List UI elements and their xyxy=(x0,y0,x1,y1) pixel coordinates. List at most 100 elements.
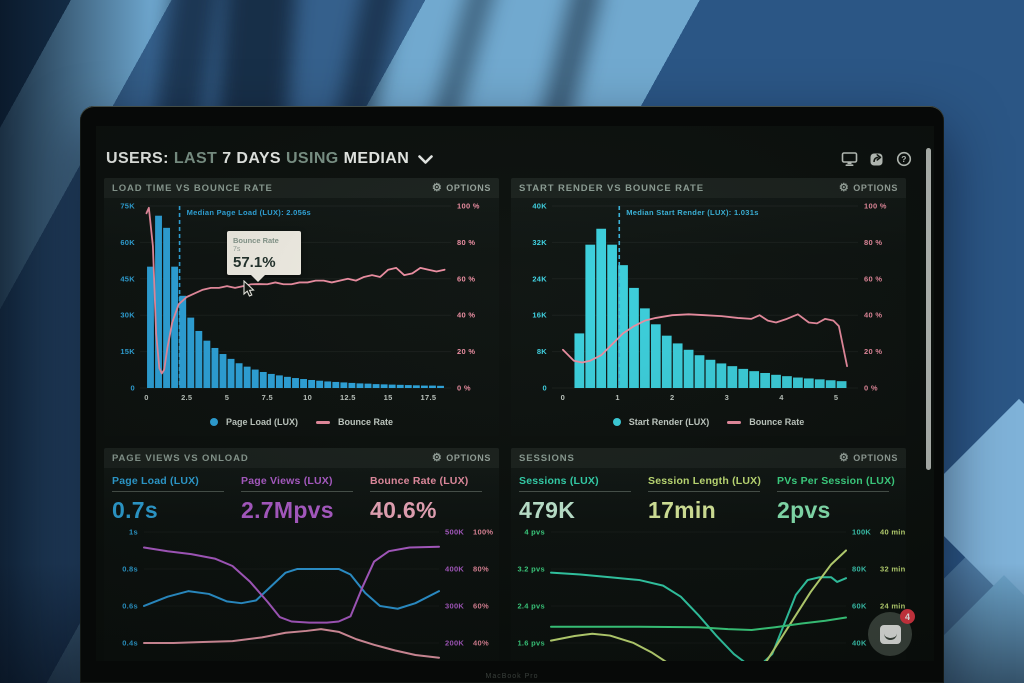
legend-line xyxy=(727,420,742,424)
chat-bubble-button[interactable]: 4 xyxy=(868,609,915,656)
panel-title: PAGE VIEWS VS ONLOAD xyxy=(112,452,249,464)
svg-text:17.5: 17.5 xyxy=(421,393,437,402)
svg-text:60 %: 60 % xyxy=(864,274,882,283)
metric-underline xyxy=(241,491,353,492)
start-render-chart: 40K 32K 24K 16K 8K 0 100 % 80 % 60 % 40 % 20 % 0 % 0… xyxy=(532,202,886,403)
panel-start-render: START RENDER VS BOUNCE RATE ⚙ OPTIONS 40… xyxy=(511,178,906,436)
panel-load-time: LOAD TIME VS BOUNCE RATE ⚙ OPTIONS 75K 60… xyxy=(104,178,499,436)
svg-text:1s: 1s xyxy=(129,527,138,536)
svg-text:0.8s: 0.8s xyxy=(122,564,138,573)
svg-text:300K: 300K xyxy=(445,601,464,610)
chevron-down-icon[interactable] xyxy=(418,155,433,165)
legend-dot xyxy=(612,418,621,426)
gear-icon: ⚙ xyxy=(431,181,443,194)
chart-legend: Start Render (LUX) Bounce Rate xyxy=(511,417,906,427)
svg-text:40K: 40K xyxy=(852,638,867,647)
chart-tooltip: Bounce Rate 7s 57.1% xyxy=(227,231,301,282)
svg-text:20 %: 20 % xyxy=(457,347,475,356)
svg-text:80 %: 80 % xyxy=(864,238,882,247)
metric-page-load: Page Load (LUX) 0.7s xyxy=(112,475,231,524)
metric-underline xyxy=(370,491,482,492)
svg-text:100%: 100% xyxy=(473,527,493,536)
svg-text:75K: 75K xyxy=(120,202,135,211)
header-toolbar: ? xyxy=(841,151,912,168)
title-users: USERS: xyxy=(106,150,169,167)
svg-text:80K: 80K xyxy=(852,564,867,573)
sessions-chart: 4 pvs 100K 40 min 3.2 pvs 80K 32 min 2.4 pvs 60… xyxy=(517,527,906,661)
gear-icon: ⚙ xyxy=(431,451,443,464)
tooltip-arrow xyxy=(251,275,265,282)
share-icon[interactable] xyxy=(868,151,885,168)
svg-text:2.4 pvs: 2.4 pvs xyxy=(517,601,545,610)
options-button[interactable]: ⚙ OPTIONS xyxy=(838,451,898,464)
svg-text:5: 5 xyxy=(225,393,229,402)
title-last: LAST xyxy=(173,150,218,167)
svg-text:4 pvs: 4 pvs xyxy=(524,527,545,536)
options-button[interactable]: ⚙ OPTIONS xyxy=(838,181,898,194)
svg-text:60 %: 60 % xyxy=(457,274,475,283)
dashboard-screen: USERS: LAST 7 DAYS USING MEDIAN xyxy=(96,126,934,661)
options-button[interactable]: ⚙ OPTIONS xyxy=(431,451,491,464)
svg-text:1.6 pvs: 1.6 pvs xyxy=(517,638,545,647)
metric-underline xyxy=(519,491,631,492)
svg-text:Median Page Load (LUX): 2.056s: Median Page Load (LUX): 2.056s xyxy=(187,208,311,217)
metric-underline xyxy=(648,491,760,492)
laptop-brand-label: MacBook Pro xyxy=(485,673,539,680)
page-views-chart: 1s 500K 100% 0.8s 400K 80% 0.6s 300K 60% 0.4s 200K… xyxy=(122,527,493,659)
svg-text:3.2 pvs: 3.2 pvs xyxy=(517,564,545,573)
svg-text:0.4s: 0.4s xyxy=(122,638,138,647)
svg-text:60K: 60K xyxy=(852,601,867,610)
svg-text:80%: 80% xyxy=(473,564,489,573)
help-icon[interactable]: ? xyxy=(895,151,912,168)
scrollbar[interactable] xyxy=(926,148,931,470)
panel-page-views: PAGE VIEWS VS ONLOAD ⚙ OPTIONS Page Load… xyxy=(104,448,499,661)
svg-text:2.5: 2.5 xyxy=(181,393,192,402)
monitor-icon[interactable] xyxy=(841,151,858,168)
legend-dot xyxy=(209,418,218,426)
svg-text:30K: 30K xyxy=(120,311,135,320)
metric-bounce-rate: Bounce Rate (LUX) 40.6% xyxy=(370,475,489,524)
panel-title: LOAD TIME VS BOUNCE RATE xyxy=(112,182,273,194)
svg-text:40 %: 40 % xyxy=(864,311,882,320)
metrics-row: Page Load (LUX) 0.7s Page Views (LUX) 2.… xyxy=(104,468,499,526)
options-button[interactable]: ⚙ OPTIONS xyxy=(431,181,491,194)
metric-pvs-per-session: PVs Per Session (LUX) 2pvs xyxy=(777,475,895,523)
panel-title: SESSIONS xyxy=(519,452,575,464)
svg-text:Median Start Render (LUX): 1.0: Median Start Render (LUX): 1.031s xyxy=(626,208,758,217)
svg-text:32 min: 32 min xyxy=(880,564,906,573)
panel-header: PAGE VIEWS VS ONLOAD ⚙ OPTIONS xyxy=(104,448,499,468)
svg-text:15K: 15K xyxy=(120,347,135,356)
panel-header: START RENDER VS BOUNCE RATE ⚙ OPTIONS xyxy=(511,178,906,198)
title-median: MEDIAN xyxy=(343,150,410,167)
svg-text:80 %: 80 % xyxy=(457,238,475,247)
svg-text:5: 5 xyxy=(834,393,838,402)
svg-text:7.5: 7.5 xyxy=(262,393,273,402)
svg-text:24 min: 24 min xyxy=(880,601,906,610)
svg-text:40%: 40% xyxy=(473,638,489,647)
svg-text:0 %: 0 % xyxy=(864,384,878,393)
legend-line xyxy=(316,420,330,424)
svg-text:0 %: 0 % xyxy=(457,384,471,393)
panel-grid: LOAD TIME VS BOUNCE RATE ⚙ OPTIONS 75K 60… xyxy=(104,178,906,661)
svg-text:8K: 8K xyxy=(537,347,547,356)
panel-header: SESSIONS ⚙ OPTIONS xyxy=(511,448,906,468)
notification-badge: 4 xyxy=(900,609,915,624)
svg-text:40 min: 40 min xyxy=(880,527,906,536)
load-time-chart: 75K 60K 45K 30K 15K 0 100 % 80 % 60 % 40 % 20 % 0 %… xyxy=(120,202,480,403)
svg-text:400K: 400K xyxy=(445,564,464,573)
svg-text:200K: 200K xyxy=(445,638,464,647)
title-7days: 7 DAYS xyxy=(222,150,281,167)
chart-legend: Page Load (LUX) Bounce Rate xyxy=(104,417,499,427)
svg-text:100 %: 100 % xyxy=(457,202,480,211)
svg-text:15: 15 xyxy=(384,393,393,402)
svg-text:500K: 500K xyxy=(445,527,464,536)
svg-text:12.5: 12.5 xyxy=(340,393,356,402)
svg-text:0.6s: 0.6s xyxy=(122,601,138,610)
page-title[interactable]: USERS: LAST 7 DAYS USING MEDIAN xyxy=(106,150,433,168)
metric-underline xyxy=(777,491,889,492)
svg-text:40K: 40K xyxy=(532,202,547,211)
svg-text:4: 4 xyxy=(779,393,784,402)
laptop: USERS: LAST 7 DAYS USING MEDIAN xyxy=(80,106,944,683)
svg-text:16K: 16K xyxy=(532,311,547,320)
svg-text:40 %: 40 % xyxy=(457,311,475,320)
